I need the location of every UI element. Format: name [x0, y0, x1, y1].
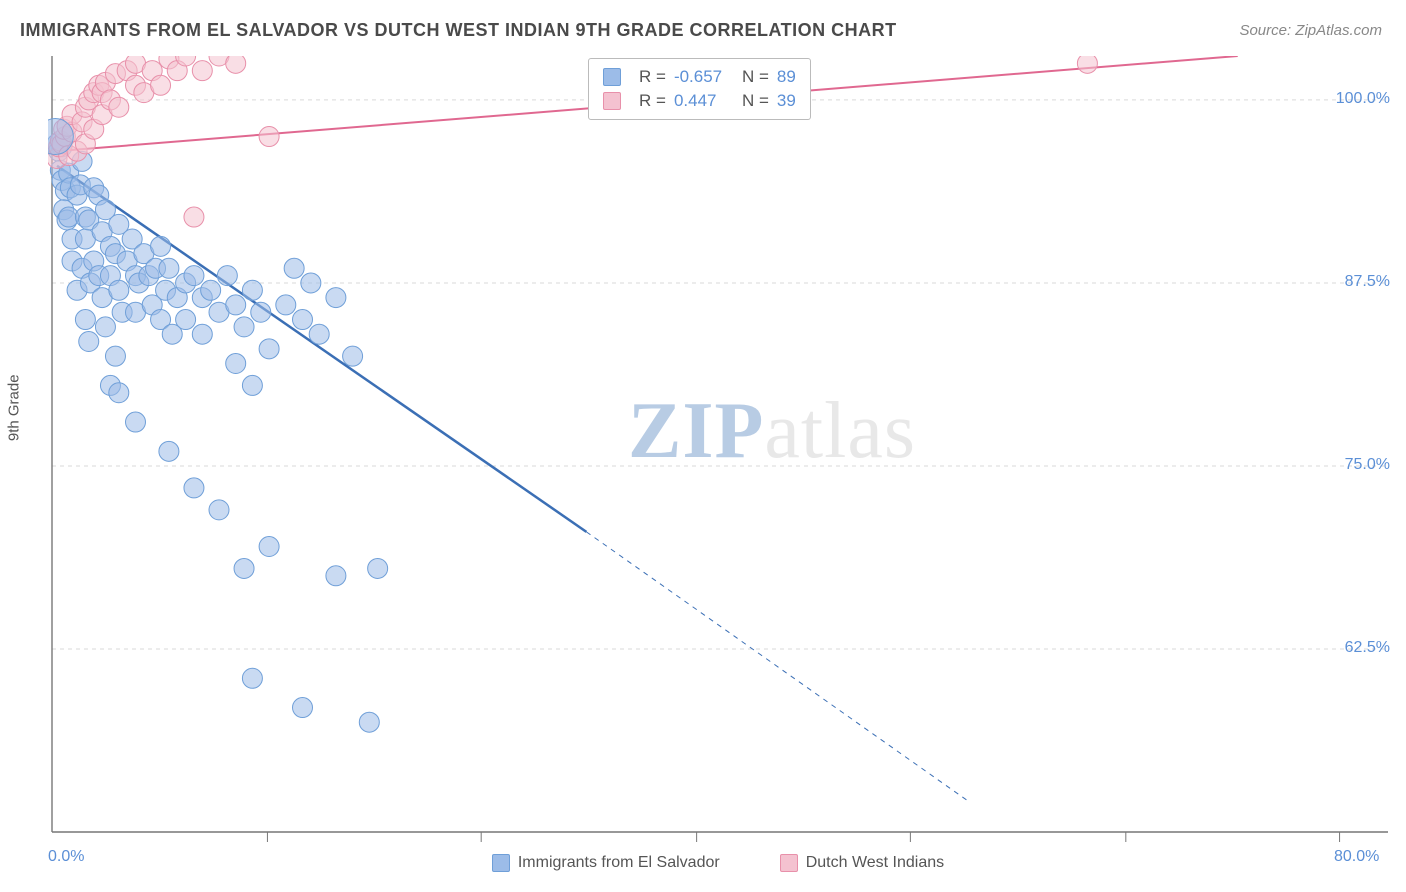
stat-r-label: R = — [639, 67, 666, 87]
y-axis-label: 9th Grade — [6, 374, 23, 441]
stat-n-value: 89 — [777, 67, 796, 87]
legend-swatch — [603, 92, 621, 110]
y-tick-label: 100.0% — [1336, 90, 1390, 108]
stat-r-label: R = — [639, 91, 666, 111]
legend-swatch — [780, 854, 798, 872]
legend-swatch — [492, 854, 510, 872]
source-label: Source: ZipAtlas.com — [1239, 22, 1382, 39]
y-tick-label: 87.5% — [1345, 273, 1390, 291]
legend-bottom: Immigrants from El Salvador Dutch West In… — [48, 854, 1388, 872]
legend-item: Immigrants from El Salvador — [492, 854, 720, 872]
stat-r-value: -0.657 — [674, 67, 734, 87]
stat-n-value: 39 — [777, 91, 796, 111]
legend-swatch — [603, 68, 621, 86]
y-tick-label: 75.0% — [1345, 456, 1390, 474]
stat-n-label: N = — [742, 91, 769, 111]
scatter-plot-svg — [48, 56, 1388, 846]
legend-item: Dutch West Indians — [780, 854, 944, 872]
chart-area: 9th Grade ZIPatlas 62.5%75.0%87.5%100.0%… — [48, 56, 1388, 876]
stat-n-label: N = — [742, 67, 769, 87]
stat-row: R = 0.447 N = 39 — [603, 89, 796, 113]
correlation-stats-box: R = -0.657 N = 89 R = 0.447 N = 39 — [588, 58, 811, 120]
chart-title: IMMIGRANTS FROM EL SALVADOR VS DUTCH WES… — [20, 20, 897, 41]
stat-r-value: 0.447 — [674, 91, 734, 111]
legend-label: Dutch West Indians — [806, 854, 944, 871]
y-tick-label: 62.5% — [1345, 639, 1390, 657]
legend-label: Immigrants from El Salvador — [518, 854, 720, 871]
stat-row: R = -0.657 N = 89 — [603, 65, 796, 89]
